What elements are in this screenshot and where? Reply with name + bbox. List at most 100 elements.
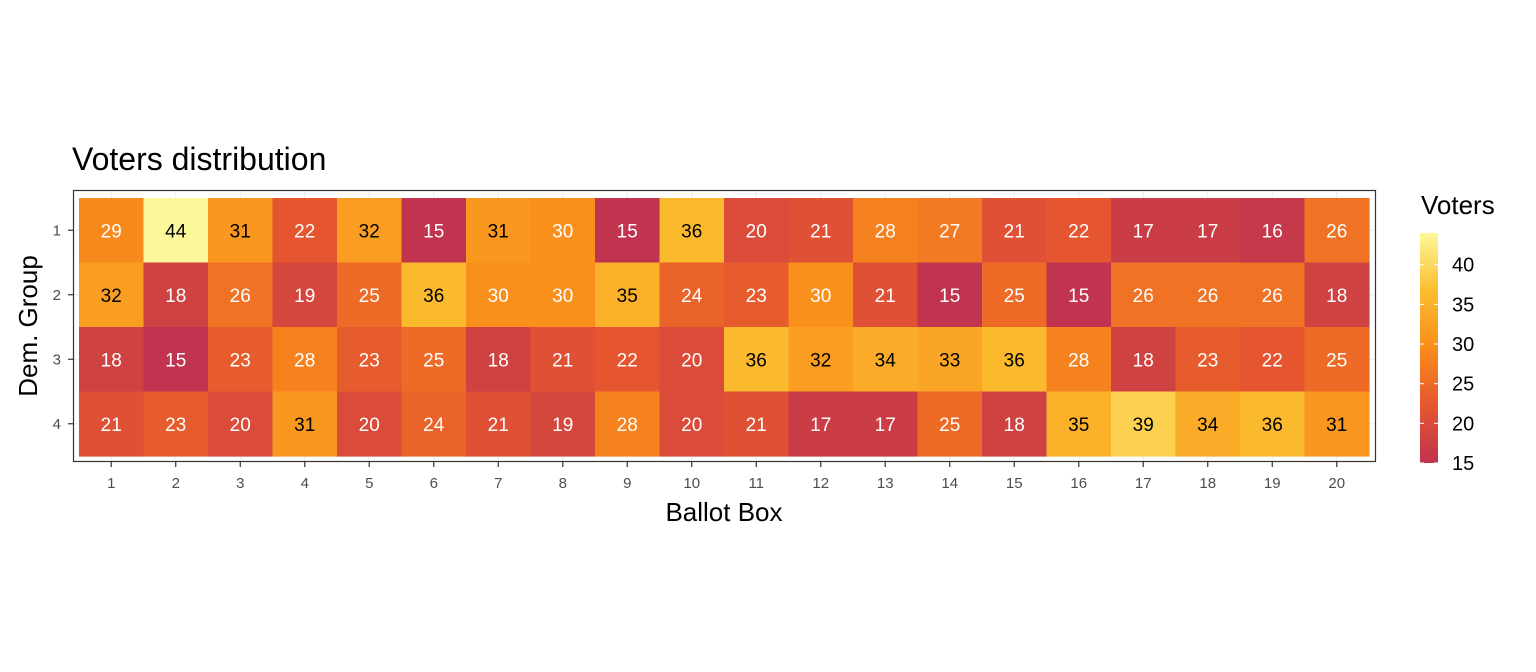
cell-value-label: 34	[875, 350, 897, 371]
heatmap-cell	[337, 391, 403, 457]
heatmap-cell	[1046, 327, 1112, 393]
cell-value-label: 25	[1326, 350, 1347, 371]
cell-value-label: 36	[423, 286, 444, 307]
x-axis-ticks: 1 2 3 4 5 6 7 8 9 10 11 12 13 14 15 16 17 18 19 20	[107, 462, 1345, 492]
chart-title: Voters distribution	[72, 141, 326, 177]
cell-value-label: 22	[1068, 221, 1089, 242]
x-tick-label: 14	[941, 475, 958, 492]
y-tick-label: 2	[53, 287, 61, 304]
heatmap-cell	[1175, 198, 1241, 264]
cell-value-label: 32	[810, 350, 831, 371]
cell-value-label: 21	[101, 415, 122, 436]
heatmap-cell	[659, 262, 725, 328]
heatmap-cell	[724, 262, 790, 328]
cell-value-label: 25	[1004, 286, 1025, 307]
x-tick-label: 15	[1006, 475, 1023, 492]
heatmap-cell	[466, 327, 532, 393]
cell-value-label: 15	[423, 221, 444, 242]
x-tick-label: 16	[1070, 475, 1087, 492]
cell-value-label: 20	[746, 221, 767, 242]
heatmap-cell	[79, 262, 145, 328]
heatmap-cell	[595, 262, 661, 328]
cell-value-label: 39	[1133, 415, 1154, 436]
cell-labels: 29 44 31 22 32 15 31 30 15 36 20 21 28 27 21 22 17 17 16 26…	[101, 221, 1348, 436]
heatmap-cell	[1046, 391, 1112, 457]
heatmap-cell	[595, 391, 661, 457]
heatmap-cell	[724, 198, 790, 264]
cell-value-label: 17	[875, 415, 896, 436]
cell-value-label: 32	[359, 221, 380, 242]
heatmap-cell	[1240, 262, 1306, 328]
cell-value-label: 18	[1133, 350, 1154, 371]
heatmap-cell	[595, 327, 661, 393]
heatmap-cell	[982, 327, 1048, 393]
x-tick-label: 13	[877, 475, 894, 492]
cell-value-label: 33	[939, 350, 960, 371]
cell-value-label: 20	[681, 350, 702, 371]
x-tick-label: 4	[301, 475, 309, 492]
heatmap-cell	[853, 262, 919, 328]
heatmap-cell	[788, 391, 854, 457]
x-tick-label: 8	[559, 475, 567, 492]
cell-value-label: 25	[423, 350, 444, 371]
heatmap-cell	[272, 198, 338, 264]
heatmap-cell	[1304, 262, 1370, 328]
heatmap-cell	[1111, 262, 1177, 328]
x-tick-label: 11	[748, 475, 764, 492]
cell-value-label: 36	[1004, 350, 1025, 371]
cell-value-label: 17	[810, 415, 831, 436]
heatmap-cell	[143, 262, 209, 328]
cell-value-label: 26	[1262, 286, 1283, 307]
x-tick-label: 10	[683, 475, 700, 492]
heatmap-cell	[530, 262, 596, 328]
heatmap-cell	[788, 198, 854, 264]
heatmap-cell	[466, 391, 532, 457]
cell-value-label: 30	[552, 286, 573, 307]
cell-value-label: 18	[488, 350, 509, 371]
cell-value-label: 36	[681, 221, 702, 242]
cell-value-label: 23	[230, 350, 251, 371]
heatmap-cell	[1240, 198, 1306, 264]
cell-value-label: 20	[359, 415, 380, 436]
heatmap-cell	[853, 198, 919, 264]
legend: Voters 15 20 25 30 35 40	[1420, 190, 1495, 475]
heatmap-cell	[1240, 391, 1306, 457]
cell-value-label: 35	[1068, 415, 1089, 436]
heatmap-cell	[724, 391, 790, 457]
heatmap-cell	[79, 198, 145, 264]
cell-value-label: 25	[359, 286, 380, 307]
heatmap-cell	[853, 391, 919, 457]
cell-value-label: 30	[488, 286, 509, 307]
heatmap-cell	[1175, 327, 1241, 393]
legend-tick-label: 20	[1452, 413, 1474, 435]
cell-value-label: 31	[1326, 415, 1347, 436]
cell-value-label: 15	[1068, 286, 1089, 307]
heatmap-cell	[595, 198, 661, 264]
cell-value-label: 19	[552, 415, 573, 436]
x-tick-label: 6	[430, 475, 438, 492]
cell-value-label: 36	[746, 350, 767, 371]
heatmap-cell	[143, 327, 209, 393]
heatmap-cell	[853, 327, 919, 393]
cell-value-label: 31	[294, 415, 315, 436]
heatmap-cell	[917, 262, 983, 328]
cell-value-label: 26	[1326, 221, 1347, 242]
heatmap-cell	[337, 198, 403, 264]
legend-tick-label: 15	[1452, 453, 1474, 475]
x-tick-label: 17	[1135, 475, 1152, 492]
heatmap-cell	[208, 198, 274, 264]
cell-value-label: 35	[617, 286, 638, 307]
cell-value-label: 25	[939, 415, 960, 436]
cell-value-label: 30	[552, 221, 573, 242]
heatmap-cell	[466, 262, 532, 328]
legend-tick-label: 40	[1452, 255, 1474, 277]
x-tick-label: 5	[365, 475, 373, 492]
legend-ticks: 15 20 25 30 35 40	[1420, 255, 1474, 475]
cell-value-label: 17	[1133, 221, 1154, 242]
x-tick-label: 19	[1264, 475, 1281, 492]
cell-value-label: 19	[294, 286, 315, 307]
cell-value-label: 22	[294, 221, 315, 242]
heatmap-cell	[530, 198, 596, 264]
cell-value-label: 31	[230, 221, 251, 242]
